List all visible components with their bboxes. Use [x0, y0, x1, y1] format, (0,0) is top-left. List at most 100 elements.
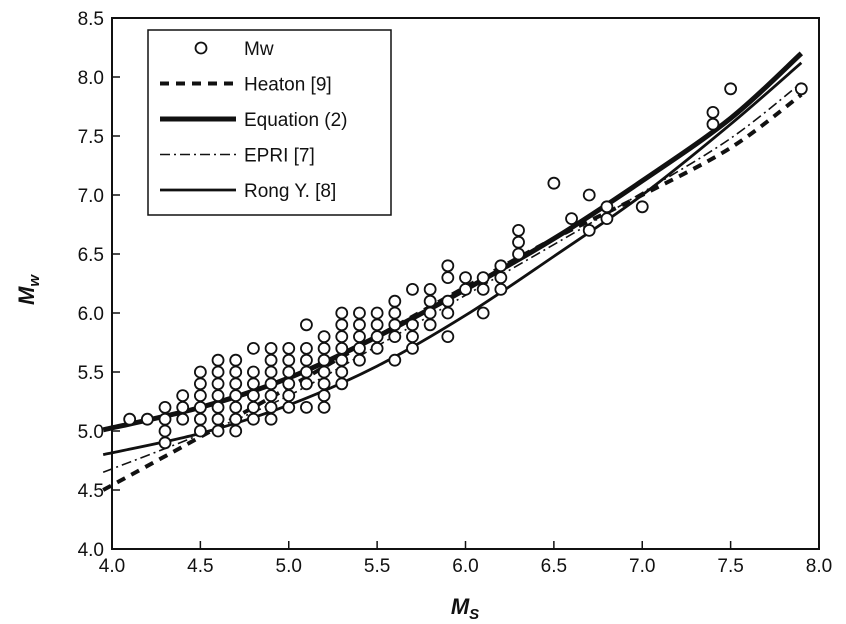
- data-point: [193, 412, 207, 426]
- data-point: [158, 412, 172, 426]
- data-point: [353, 330, 366, 344]
- data-point: [423, 294, 437, 308]
- data-point: [317, 341, 331, 355]
- data-point: [246, 412, 260, 426]
- y-tick-label: 7.0: [78, 186, 104, 207]
- data-point: [264, 377, 278, 391]
- data-point: [193, 400, 207, 414]
- data-point: [724, 82, 738, 96]
- data-point: [476, 306, 490, 320]
- data-point: [282, 341, 296, 355]
- y-tick-label: 4.5: [78, 481, 104, 502]
- data-point: [494, 282, 508, 296]
- data-point: [211, 377, 225, 391]
- data-point: [282, 353, 296, 367]
- data-point: [459, 282, 472, 296]
- data-point: [335, 330, 349, 344]
- data-point: [193, 377, 207, 391]
- data-point: [494, 259, 508, 273]
- data-point: [353, 341, 366, 355]
- data-point: [388, 294, 402, 308]
- x-tick-label: 6.5: [541, 556, 567, 577]
- data-point: [600, 200, 614, 214]
- legend-label: Rong Y. [8]: [244, 181, 336, 202]
- data-point: [193, 389, 207, 403]
- y-axis-title: Mw: [14, 274, 43, 305]
- legend-label: EPRI [7]: [244, 146, 315, 167]
- y-tick-label: 5.0: [78, 422, 104, 443]
- data-point: [282, 365, 296, 379]
- data-point: [211, 412, 225, 426]
- data-point: [264, 341, 278, 355]
- data-point: [441, 294, 455, 308]
- data-point: [441, 306, 455, 320]
- y-tick-label: 5.5: [78, 363, 104, 384]
- data-point: [512, 247, 525, 261]
- x-axis-title-sub: S: [469, 606, 479, 623]
- y-tick-label: 7.5: [78, 127, 104, 148]
- y-tick-label: 6.0: [78, 304, 104, 325]
- data-point: [335, 377, 349, 391]
- data-point: [512, 223, 525, 237]
- axis-layer: 4.0 4.5 5.0 5.5 6.0 6.5 7.0 7.5 8.0 4.0 4.5 5.0 5.5 6…: [78, 9, 833, 577]
- x-tick-label: 5.0: [276, 556, 302, 577]
- data-point: [388, 306, 402, 320]
- data-point: [211, 389, 225, 403]
- data-point: [353, 353, 366, 367]
- data-point: [211, 365, 225, 379]
- data-point: [706, 106, 720, 119]
- data-point: [193, 424, 207, 438]
- data-point: [547, 176, 561, 190]
- data-point: [300, 318, 313, 332]
- x-tick-label: 7.0: [629, 556, 655, 577]
- data-point: [176, 412, 190, 426]
- data-point: [335, 353, 349, 367]
- data-point: [370, 306, 384, 320]
- data-point: [582, 188, 596, 202]
- data-point: [635, 200, 649, 214]
- y-axis-title-main: M: [14, 286, 39, 305]
- data-point: [229, 377, 243, 391]
- data-point: [388, 330, 402, 344]
- data-point: [300, 377, 313, 391]
- x-tick-label: 6.0: [452, 556, 478, 577]
- legend-box: [147, 29, 392, 216]
- data-point: [794, 82, 808, 96]
- legend: Mw Heaton [9] Equation (2) EPRI [7] Rong Y. …: [147, 29, 392, 216]
- data-point: [565, 212, 578, 226]
- data-point: [370, 330, 384, 344]
- data-point: [229, 412, 243, 426]
- data-point: [317, 389, 331, 403]
- data-point: [406, 318, 419, 332]
- legend-label: Heaton [9]: [244, 75, 332, 96]
- data-point: [300, 365, 313, 379]
- data-point: [317, 353, 331, 367]
- data-point: [229, 424, 243, 438]
- data-point: [140, 412, 154, 426]
- data-point: [229, 400, 243, 414]
- data-point: [300, 400, 313, 414]
- data-point: [229, 389, 243, 403]
- data-point: [459, 271, 472, 285]
- data-point: [282, 400, 296, 414]
- data-point: [317, 377, 331, 391]
- data-point: [335, 318, 349, 332]
- data-point: [300, 341, 313, 355]
- data-point: [476, 282, 490, 296]
- data-point: [317, 400, 331, 414]
- y-axis-title-sub: w: [26, 274, 43, 287]
- data-point: [406, 341, 419, 355]
- data-point: [441, 271, 455, 285]
- data-point: [370, 318, 384, 332]
- y-tick-label: 8.5: [78, 9, 104, 30]
- x-tick-label: 4.0: [99, 556, 125, 577]
- data-point: [246, 341, 260, 355]
- data-point: [246, 400, 260, 414]
- data-point: [282, 389, 296, 403]
- data-point: [600, 212, 614, 226]
- data-point: [388, 353, 402, 367]
- y-tick-label: 4.0: [78, 540, 104, 561]
- data-point: [706, 117, 720, 131]
- data-point: [317, 365, 331, 379]
- data-point: [388, 318, 402, 332]
